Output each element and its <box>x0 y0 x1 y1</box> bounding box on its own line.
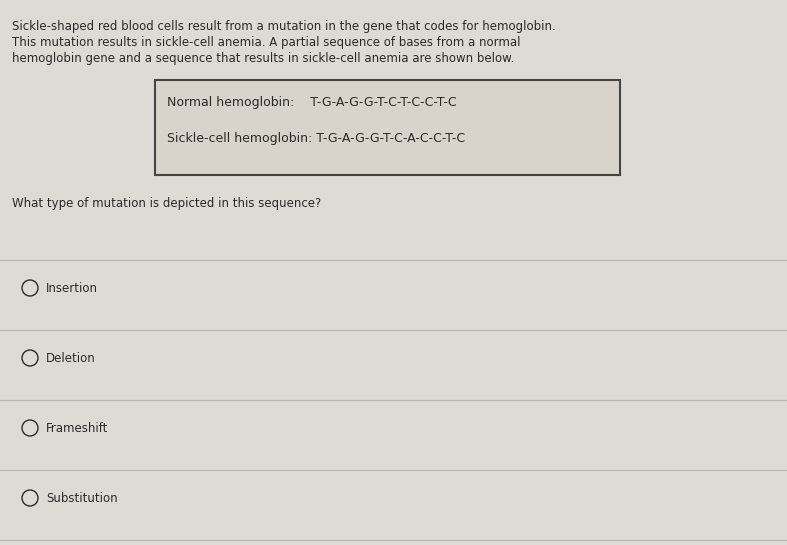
Text: Frameshift: Frameshift <box>46 421 109 434</box>
Text: Sickle-cell hemoglobin: T-G-A-G-G-T-C-A-C-C-T-C: Sickle-cell hemoglobin: T-G-A-G-G-T-C-A-… <box>167 132 465 145</box>
Text: Insertion: Insertion <box>46 282 98 294</box>
Text: hemoglobin gene and a sequence that results in sickle-cell anemia are shown belo: hemoglobin gene and a sequence that resu… <box>12 52 515 65</box>
Text: What type of mutation is depicted in this sequence?: What type of mutation is depicted in thi… <box>12 197 321 210</box>
Text: Substitution: Substitution <box>46 492 117 505</box>
Text: This mutation results in sickle-cell anemia. A partial sequence of bases from a : This mutation results in sickle-cell ane… <box>12 36 520 49</box>
Text: Deletion: Deletion <box>46 352 96 365</box>
Text: Normal hemoglobin:    T-G-A-G-G-T-C-T-C-C-T-C: Normal hemoglobin: T-G-A-G-G-T-C-T-C-C-T… <box>167 96 456 109</box>
Text: Sickle-shaped red blood cells result from a mutation in the gene that codes for : Sickle-shaped red blood cells result fro… <box>12 20 556 33</box>
FancyBboxPatch shape <box>155 80 620 175</box>
